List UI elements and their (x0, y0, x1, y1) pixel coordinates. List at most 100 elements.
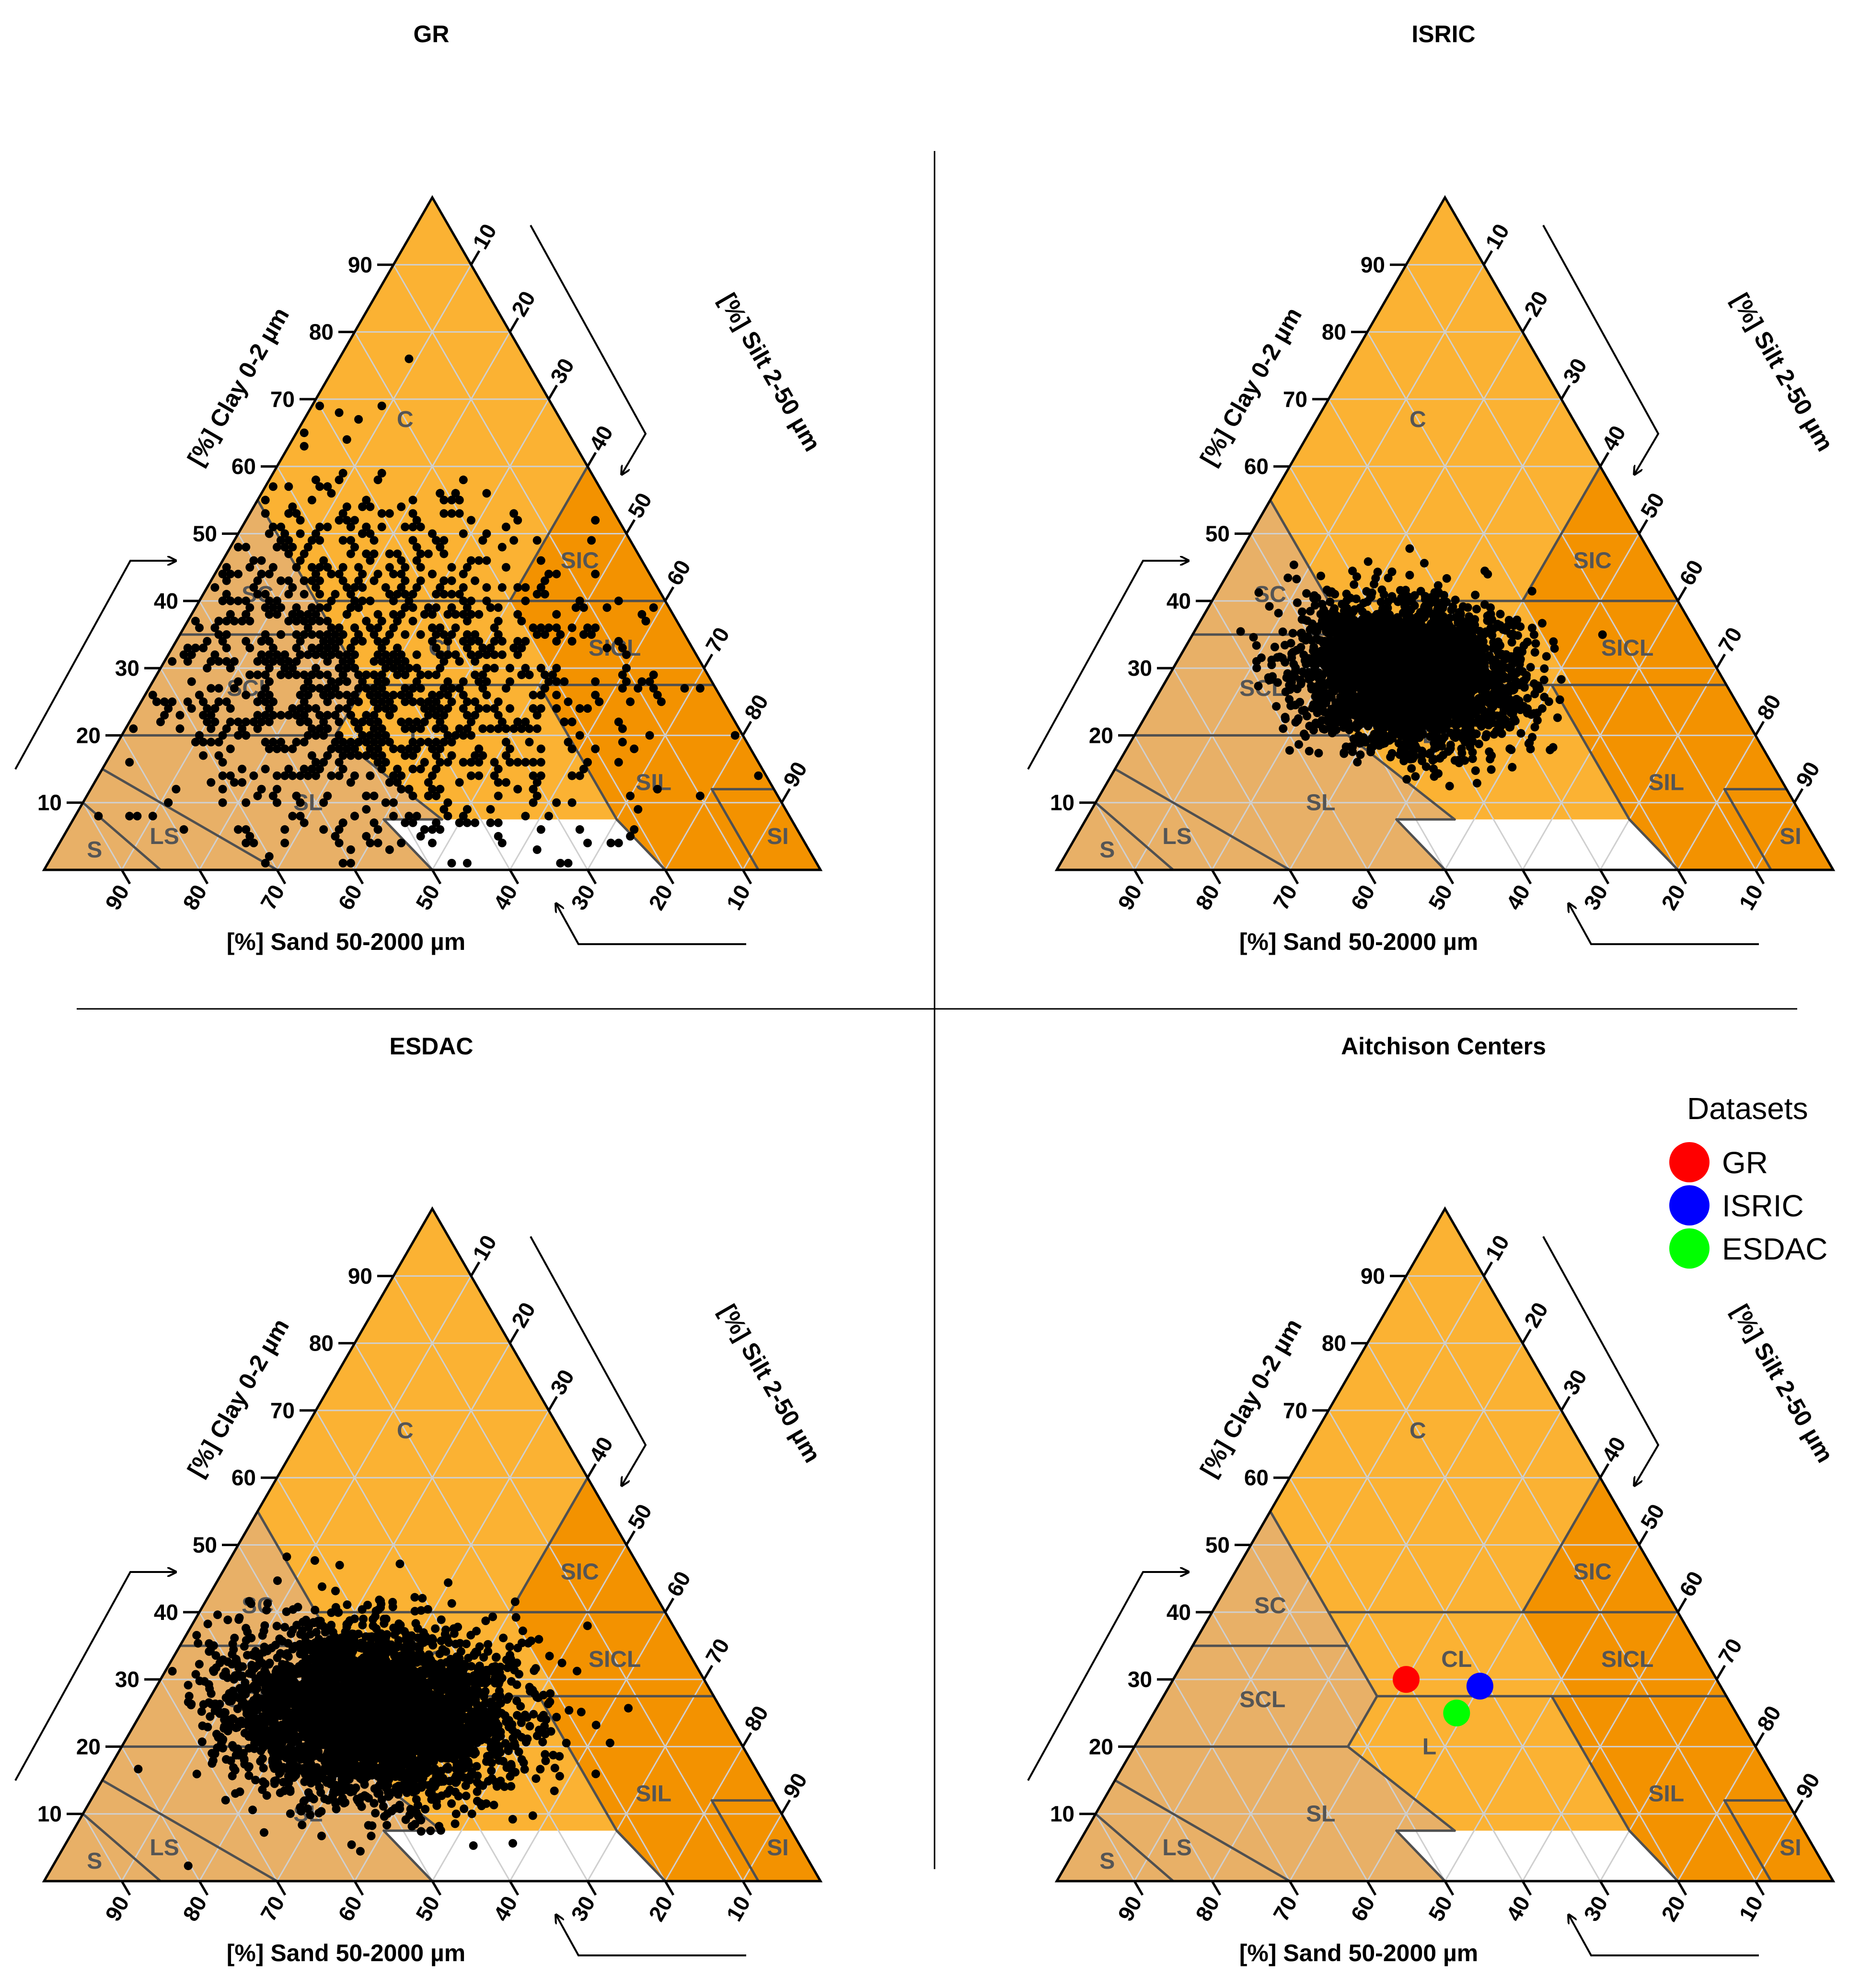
data-point (494, 778, 503, 787)
data-point (1489, 658, 1497, 667)
data-point (525, 670, 534, 680)
data-point (754, 771, 763, 780)
data-point (408, 603, 417, 612)
data-point (1331, 657, 1340, 666)
data-point (420, 758, 429, 767)
sand-tick (353, 1880, 364, 1896)
data-point (335, 623, 344, 632)
data-point (331, 738, 340, 747)
data-point (245, 616, 254, 625)
data-point (370, 751, 379, 760)
data-point (583, 838, 592, 847)
data-point (358, 502, 367, 511)
data-point (338, 536, 347, 545)
data-point (529, 691, 538, 700)
data-point (253, 670, 262, 680)
data-point (335, 569, 344, 578)
data-point (385, 563, 394, 572)
data-point (536, 758, 545, 767)
data-point (532, 711, 542, 720)
data-point (303, 731, 312, 740)
data-point (342, 664, 351, 673)
data-point (397, 610, 406, 619)
data-point (284, 616, 293, 625)
data-point (249, 556, 258, 565)
data-point (1283, 573, 1293, 582)
data-point (1363, 642, 1372, 651)
sand-tick-label: 90 (100, 1892, 134, 1925)
data-point (312, 664, 320, 673)
data-point (366, 623, 375, 632)
data-point (362, 791, 371, 800)
data-point (513, 516, 522, 525)
data-point (1557, 675, 1566, 684)
class-label-sicl: SICL (589, 1647, 641, 1672)
region-si (1678, 789, 1833, 870)
data-point (292, 670, 301, 680)
data-point (1527, 624, 1537, 633)
class-boundary (1628, 818, 1679, 871)
data-point (420, 825, 429, 834)
data-point (443, 811, 452, 821)
data-point (373, 838, 382, 847)
data-point (273, 785, 281, 794)
data-point (222, 576, 231, 585)
data-point (614, 838, 623, 847)
data-point (335, 664, 344, 673)
data-point (497, 717, 507, 727)
class-label-sil: SIL (1648, 770, 1684, 796)
data-point (265, 637, 274, 646)
data-point (195, 691, 204, 700)
data-point (296, 556, 305, 565)
data-point (222, 657, 231, 666)
data-point (408, 738, 417, 747)
data-point (292, 738, 301, 747)
data-point (342, 583, 351, 592)
data-point (385, 711, 394, 720)
data-point (358, 717, 367, 727)
data-point (307, 563, 316, 572)
data-point (242, 637, 251, 646)
data-point (439, 711, 449, 720)
silt-tick-label: 30 (545, 354, 579, 388)
data-point (447, 603, 456, 612)
data-point (199, 751, 208, 760)
data-point (288, 771, 297, 780)
data-point (436, 650, 445, 659)
data-point (1433, 703, 1442, 712)
data-point (1451, 595, 1460, 604)
data-point (1272, 702, 1281, 711)
data-point (482, 529, 491, 538)
silt-tick (664, 1597, 675, 1613)
data-point (474, 744, 484, 753)
data-point (1317, 716, 1327, 725)
data-point (416, 724, 425, 733)
data-point (462, 711, 472, 720)
data-point (459, 583, 468, 592)
data-point (1265, 675, 1274, 684)
data-point (273, 543, 281, 552)
data-point (354, 724, 363, 733)
clay-tick-label: 30 (115, 1667, 139, 1692)
data-point (1426, 724, 1435, 733)
data-point (1298, 607, 1306, 616)
data-point (214, 684, 223, 693)
clay-tick-label: 40 (154, 1600, 178, 1625)
silt-tick-label: 50 (623, 488, 657, 522)
data-point (234, 569, 243, 578)
data-point (284, 549, 293, 558)
silt-tick (1715, 653, 1726, 669)
data-point (626, 697, 635, 706)
data-point (1454, 685, 1463, 694)
data-point (447, 509, 456, 518)
grid-line-sand (1172, 668, 1291, 870)
data-point (397, 717, 406, 727)
data-point (521, 596, 530, 605)
data-point (234, 825, 243, 834)
data-point (312, 704, 320, 713)
data-point (1487, 765, 1496, 774)
data-point (1487, 695, 1496, 704)
silt-tick-label: 80 (739, 1701, 774, 1735)
data-point (319, 691, 328, 700)
data-point (242, 610, 251, 619)
